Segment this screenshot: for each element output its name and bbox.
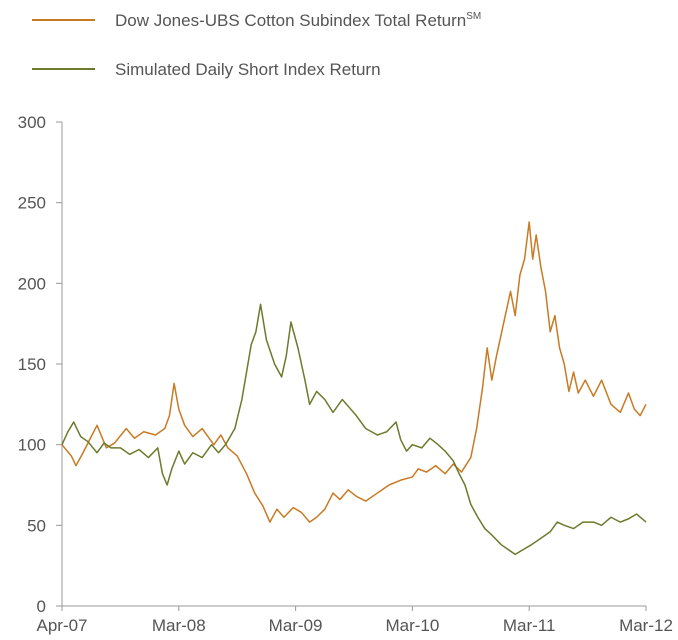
x-tick-label: Mar-11 — [503, 616, 556, 635]
y-tick-label: 100 — [18, 436, 46, 455]
x-tick-label: Mar-10 — [385, 616, 439, 635]
legend-label-cotton: Dow Jones-UBS Cotton Subindex Total Retu… — [115, 11, 481, 30]
y-tick-label: 150 — [18, 355, 46, 374]
x-tick-label: Mar-09 — [269, 616, 323, 635]
x-tick-label: Mar-12 — [619, 616, 673, 635]
legend-label-short-text: Simulated Daily Short Index Return — [115, 60, 381, 79]
y-tick-label: 50 — [27, 516, 46, 535]
legend-label-cotton-superscript: SM — [466, 11, 481, 22]
axes — [61, 122, 646, 607]
legend: Dow Jones-UBS Cotton Subindex Total Retu… — [32, 11, 481, 79]
x-tick-label: Apr-07 — [36, 616, 87, 635]
y-tick-label: 300 — [18, 113, 46, 132]
legend-label-short: Simulated Daily Short Index Return — [115, 60, 381, 79]
series-line-simulated-short — [61, 303, 647, 556]
y-tick-label: 200 — [18, 274, 46, 293]
x-axis-ticks: Apr-07 Mar-08 Mar-09 Mar-10 Mar-11 Mar-12 — [36, 606, 673, 635]
y-tick-label: 0 — [37, 597, 46, 616]
y-tick-label: 250 — [18, 194, 46, 213]
series-layer — [61, 221, 647, 556]
legend-label-cotton-text: Dow Jones-UBS Cotton Subindex Total Retu… — [115, 11, 466, 30]
x-tick-label: Mar-08 — [152, 616, 206, 635]
y-axis-ticks: 0 50 100 150 200 250 300 — [18, 113, 62, 616]
series-line-cotton-total-return — [61, 221, 647, 523]
